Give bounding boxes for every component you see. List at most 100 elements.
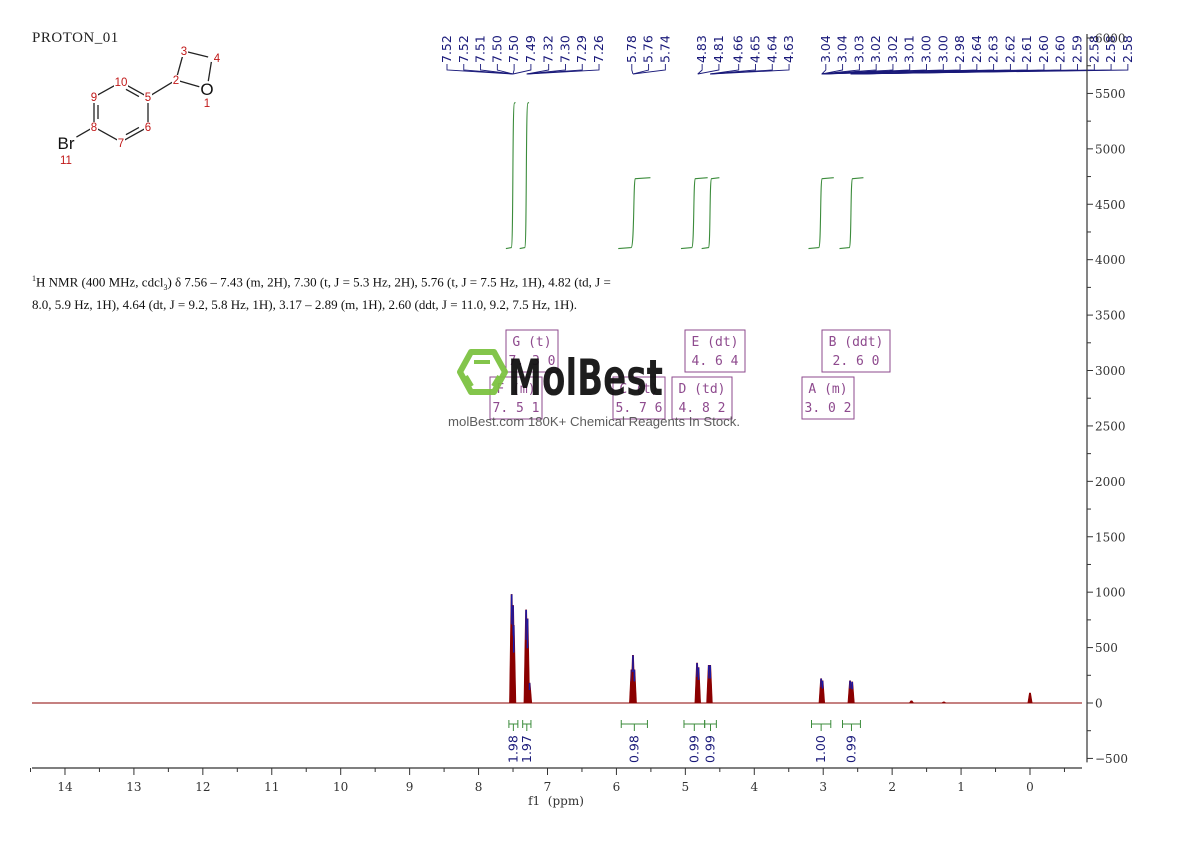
peak-shift-label: 2.98 [952, 35, 967, 63]
multiplet-label: B (ddt) [829, 335, 884, 350]
watermark: MolBest molBest.com 180K+ Chemical Reage… [448, 349, 740, 429]
multiplet-shift: 4. 6 4 [692, 354, 739, 369]
peak-leader-line [710, 64, 740, 75]
bond-line [151, 81, 173, 96]
bond-line [97, 128, 118, 141]
y-tick-label: 2000 [1095, 475, 1126, 489]
peak-shift-label: 2.58 [1086, 35, 1101, 63]
multiplet-label: D (td) [679, 382, 726, 397]
peak-shift-label: 7.51 [473, 35, 488, 63]
x-tick-label: 7 [544, 780, 552, 794]
peak-shift-label: 2.63 [986, 35, 1001, 63]
nmr-description: 1H NMR (400 MHz, cdcl3) δ 7.56 – 7.43 (m… [32, 270, 632, 313]
peak-shift-label: 5.78 [624, 35, 639, 63]
y-tick-label: 0 [1095, 697, 1103, 711]
peak-shift-label: 7.52 [439, 35, 454, 63]
x-tick-label: 6 [613, 780, 621, 794]
atom-number-label: 4 [214, 53, 221, 65]
integral-curve [618, 177, 651, 250]
integral-value: 1.97 [519, 735, 534, 763]
x-tick-label: 10 [333, 780, 348, 794]
integral-value: 0.99 [686, 735, 701, 763]
peak-leader-line [463, 64, 514, 75]
x-tick-label: 11 [264, 780, 279, 794]
integral-curve [808, 177, 834, 250]
integral-value: 0.99 [843, 735, 858, 763]
multiplet-label: G (t) [512, 335, 551, 350]
atom-number-label: 2 [173, 75, 179, 87]
y-tick-label: 3000 [1095, 364, 1126, 378]
peak-shift-label: 4.66 [731, 35, 746, 63]
watermark-brand: MolBest [508, 349, 663, 407]
bond-line [207, 61, 213, 82]
peak-shift-label: 3.01 [902, 35, 917, 63]
integral-value: 0.98 [626, 735, 641, 763]
multiplet-shift: 3. 0 2 [805, 401, 852, 416]
peak-shift-label: 5.76 [641, 35, 656, 63]
spectrum-peak [908, 700, 915, 704]
peak-shift-label: 7.26 [591, 35, 606, 63]
peak-shift-label: 2.61 [1019, 35, 1034, 63]
x-axis: 14 13 12 11 10 9 8 7 6 5 4 3 2 1 0f1 (ppm) [30, 767, 1082, 808]
integral-curve [839, 177, 864, 250]
peak-shift-label: 3.02 [885, 35, 900, 63]
spectrum-peak [940, 701, 947, 704]
multiplet-label: C (t) [619, 382, 658, 397]
peak-leader-line [631, 64, 634, 75]
peak-leader-line [512, 64, 515, 75]
multiplet-box [505, 329, 559, 373]
peak-shift-label: 2.58 [1103, 35, 1118, 63]
atom-number-label: 1 [204, 98, 210, 110]
peak-shift-label: 7.29 [574, 35, 589, 63]
peak-shift-label: 3.00 [935, 35, 950, 63]
integral-curve [505, 101, 516, 250]
peak-shift-label: 3.03 [851, 35, 866, 63]
peak-shift-label: 2.60 [1053, 35, 1068, 63]
multiplet-shift: 7. 5 1 [493, 401, 540, 416]
atom-number-label: 10 [115, 77, 128, 89]
peak-shift-label: 2.59 [1070, 35, 1085, 63]
integral-curve [680, 177, 708, 250]
y-tick-label: 5000 [1095, 142, 1126, 156]
atom-number-label: 11 [60, 155, 72, 167]
spectrum-peak [695, 667, 701, 704]
y-axis: 6000550050004500400035003000250020001500… [1086, 32, 1128, 766]
peak-leader-line [512, 64, 532, 75]
y-tick-label: 500 [1095, 641, 1118, 655]
y-tick-label: −500 [1095, 752, 1128, 766]
peak-shift-label: 7.49 [523, 35, 538, 63]
atom-label: Br [58, 134, 75, 153]
y-tick-label: 5500 [1095, 87, 1126, 101]
bond-line [176, 54, 184, 77]
x-tick-label: 1 [957, 780, 965, 794]
peak-leader-line [526, 64, 550, 75]
peak-shift-label: 3.04 [818, 35, 833, 63]
bond-line [124, 128, 145, 141]
multiplet-box [801, 376, 855, 420]
x-tick-label: 3 [819, 780, 827, 794]
peak-leader-line [496, 64, 514, 75]
x-tick-label: 12 [195, 780, 210, 794]
peak-shift-label: 7.30 [557, 35, 572, 63]
molbest-logo-icon [457, 349, 508, 395]
multiplet-label: E (dt) [692, 335, 739, 350]
atom-number-label: 5 [145, 92, 151, 104]
integral-brackets: 1.981.97 0.98 0.99 0.99 1.00 0.99 [505, 720, 861, 763]
y-tick-label: 1000 [1095, 586, 1126, 600]
multiplet-shift: 7. 3 0 [509, 354, 556, 369]
x-tick-label: 2 [888, 780, 896, 794]
solvent-subscript: 3 [163, 282, 168, 292]
multiplet-label: F (m) [496, 382, 535, 397]
y-tick-label: 6000 [1095, 32, 1126, 46]
spectrum-title: PROTON_01 [32, 30, 119, 46]
double-bond-line [125, 126, 140, 136]
multiplet-box [821, 329, 891, 373]
atom-number-label: 8 [91, 122, 97, 134]
multiplet-box [612, 376, 666, 420]
y-tick-label: 4500 [1095, 198, 1126, 212]
multiplet-shift: 4. 8 2 [679, 401, 726, 416]
spectrum-trace [32, 594, 1082, 704]
integral-curve [701, 177, 720, 250]
